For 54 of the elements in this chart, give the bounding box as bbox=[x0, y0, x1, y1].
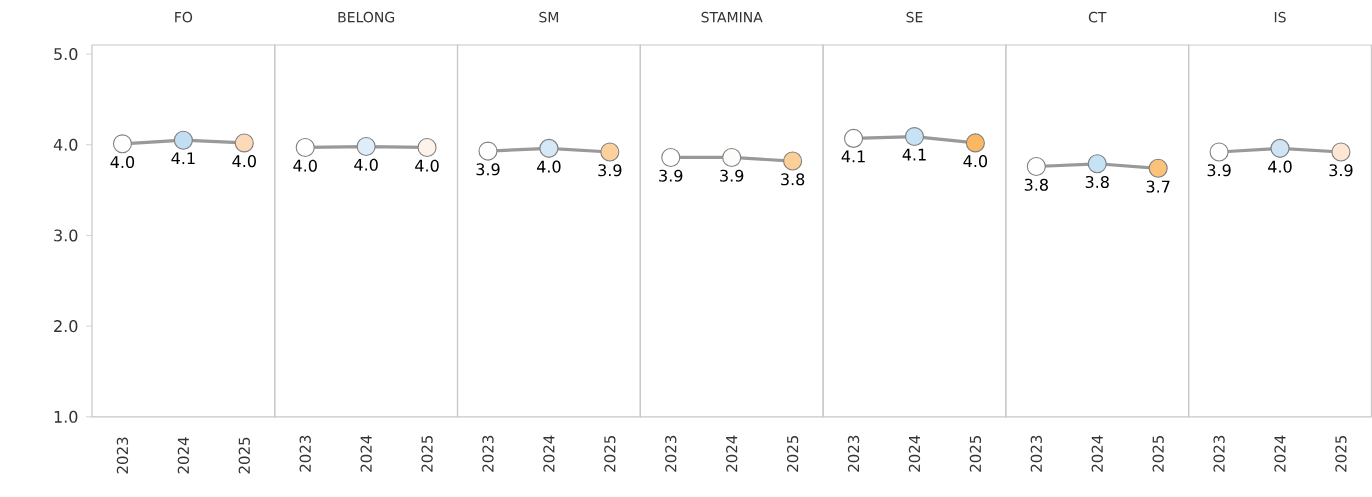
x-tick-label: 2024 bbox=[726, 435, 738, 472]
data-label: 4.0 bbox=[1268, 160, 1292, 173]
y-tick-label: 3.0 bbox=[54, 229, 78, 242]
data-label: 4.0 bbox=[415, 159, 439, 172]
x-tick-label: 2025 bbox=[604, 436, 616, 472]
data-label: 3.9 bbox=[1207, 164, 1231, 177]
data-label: 4.0 bbox=[354, 158, 378, 171]
data-label: 3.9 bbox=[720, 169, 744, 182]
data-label: 4.0 bbox=[963, 155, 988, 168]
data-label: 3.7 bbox=[1146, 180, 1170, 193]
data-label: 3.9 bbox=[476, 163, 500, 176]
chart-title: IS bbox=[1274, 11, 1286, 23]
data-label: 4.1 bbox=[902, 148, 926, 161]
x-tick-label: 2023 bbox=[1213, 435, 1225, 472]
y-tick-label: 2.0 bbox=[54, 320, 78, 333]
chart-title: BELONG bbox=[338, 11, 395, 23]
x-tick-label: 2025 bbox=[969, 436, 982, 472]
x-tick-label: 2024 bbox=[543, 435, 555, 472]
x-tick-label: 2024 bbox=[1274, 435, 1286, 472]
chart-title: STAMINA bbox=[701, 11, 763, 23]
x-tick-label: 2023 bbox=[665, 435, 677, 472]
x-tick-label: 2025 bbox=[1152, 436, 1164, 472]
y-tick-label: 4.0 bbox=[53, 138, 78, 151]
data-label: 3.8 bbox=[781, 173, 805, 186]
x-tick-label: 2025 bbox=[421, 436, 433, 472]
data-label: 4.0 bbox=[536, 160, 561, 173]
chart-title: SE bbox=[906, 11, 923, 23]
data-label: 3.9 bbox=[659, 169, 683, 182]
x-tick-label: 2025 bbox=[1335, 436, 1347, 472]
x-tick-label: 2023 bbox=[299, 435, 311, 472]
x-tick-label: 2023 bbox=[482, 435, 494, 472]
data-label: 4.0 bbox=[232, 155, 256, 168]
data-label: 4.1 bbox=[171, 152, 195, 165]
data-label: 4.1 bbox=[841, 150, 865, 163]
data-label: 4.0 bbox=[110, 156, 135, 169]
data-label: 4.0 bbox=[293, 159, 317, 172]
x-tick-label: 2023 bbox=[847, 435, 860, 472]
data-label: 3.8 bbox=[1024, 178, 1048, 191]
x-tick-label: 2025 bbox=[786, 436, 799, 472]
data-label: 3.8 bbox=[1085, 176, 1109, 189]
x-tick-label: 2024 bbox=[1091, 435, 1103, 472]
data-label: 3.9 bbox=[1329, 164, 1353, 177]
x-tick-label: 2024 bbox=[177, 437, 190, 474]
y-tick-label: 5.0 bbox=[54, 48, 78, 61]
data-label: 3.9 bbox=[598, 164, 622, 177]
x-tick-label: 2024 bbox=[908, 435, 921, 472]
x-tick-label: 2023 bbox=[116, 437, 129, 474]
x-tick-label: 2025 bbox=[238, 437, 250, 474]
chart-title: SM bbox=[539, 11, 559, 23]
x-tick-label: 2023 bbox=[1030, 435, 1042, 472]
chart-title: FO bbox=[175, 11, 193, 23]
x-tick-label: 2024 bbox=[360, 435, 372, 472]
y-tick-label: 1.0 bbox=[54, 410, 78, 423]
chart-title: CT bbox=[1088, 11, 1107, 23]
